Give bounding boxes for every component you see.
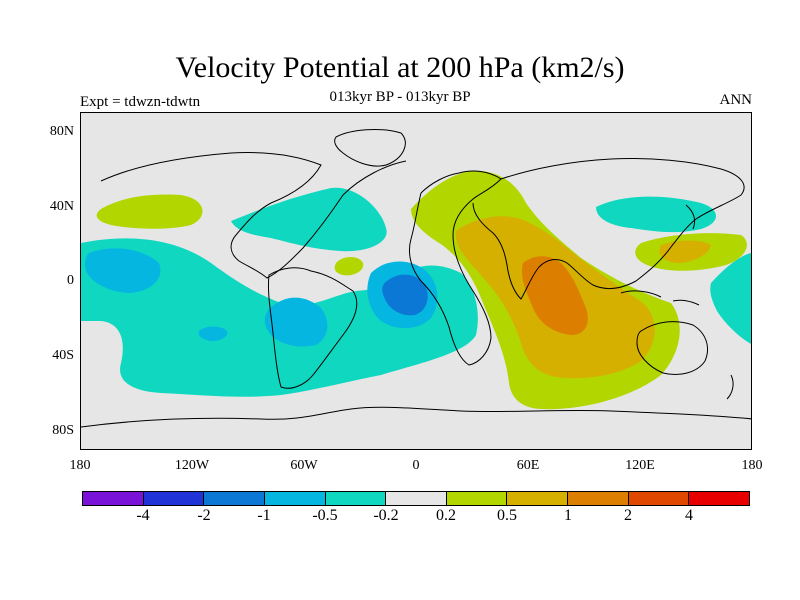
colorbar-segment [689,492,750,505]
colorbar-segment [204,492,265,505]
chart-title: Velocity Potential at 200 hPa (km2/s) [175,51,625,84]
x-tick-120e: 120E [625,458,655,473]
map-svg [81,129,751,428]
y-tick-40s: 40S [52,348,74,363]
chart-subtitle: 013kyr BP - 013kyr BP [329,89,471,105]
contour-neg-west-pacific-edge [710,253,751,344]
colorbar-label: -2 [197,507,211,524]
colorbar-segment [507,492,569,505]
y-tick-80n: 80N [49,124,74,139]
contour-neg-south-america-patch [264,297,328,347]
colorbar-segment [264,492,326,505]
y-tick-40n: 40N [49,199,74,214]
coastline-antarctica [81,406,751,428]
colorbar-label: 1 [564,507,572,524]
colorbar-segment [143,492,205,505]
x-tick-180e: 180 [741,458,763,473]
coastline-greenland [334,129,406,167]
colorbar-segment [325,492,387,505]
colorbar-label: 4 [685,507,693,524]
colorbar-segment [628,492,690,505]
map-plot-area [80,112,752,450]
x-tick-0: 0 [412,458,420,473]
y-tick-0: 0 [67,273,74,288]
coastline-north-america [100,152,407,279]
colorbar-label: 2 [624,507,632,524]
contour-neg-south-pacific-patch [85,248,161,293]
x-tick-60w: 60W [290,458,318,473]
colorbar-segment [386,492,447,505]
contour-pos-atlantic-small [334,257,364,276]
coastline-south-america [268,267,358,389]
experiment-label: Expt = tdwzn-tdwtn [80,94,201,110]
coastline-asia [472,157,745,300]
coastline-japan [685,204,696,230]
colorbar [82,491,750,506]
colorbar-label: -0.5 [312,507,338,524]
contour-neg-northwest-pacific [596,196,716,233]
colorbar-segment [83,492,144,505]
coastline-australia [636,321,708,375]
contour-pos-indian-max [521,256,588,335]
x-tick-60e: 60E [516,458,540,473]
colorbar-label: -0.2 [373,507,399,524]
coastline-new-zealand [726,374,734,400]
coastline-europe-africa [408,170,502,366]
contour-neg-north-atlantic [231,187,387,252]
colorbar-label: 0.2 [436,507,456,524]
colorbar-segment [446,492,508,505]
contour-fills [81,170,751,410]
colorbar-label: -4 [136,507,150,524]
colorbar-segment [568,492,629,505]
contour-pos-north-pacific [96,194,203,229]
colorbar-label: -1 [257,507,271,524]
colorbar-label: 0.5 [497,507,517,524]
coastline-indonesia [620,290,700,306]
season-label: ANN [719,92,753,108]
contour-neg-amazon-core [382,274,428,316]
coastlines [81,129,751,428]
x-tick-120w: 120W [174,458,210,473]
y-tick-80s: 80S [52,423,74,438]
contour-neg-pacific-small-patch [198,326,228,341]
x-tick-180w: 180 [69,458,91,473]
